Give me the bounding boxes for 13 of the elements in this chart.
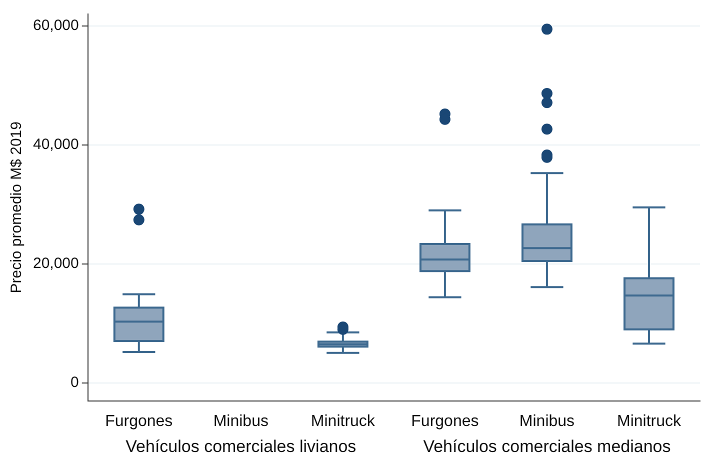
text: Vehículos comerciales medianos [423,436,671,456]
text: Vehículos comerciales livianos [126,436,356,456]
y-tick-label: 60,000 [32,17,79,34]
x-tick-label: Furgones [105,412,173,430]
x-tick-label: Minitruck [310,412,376,430]
y-tick-label: 40,000 [32,136,79,154]
x-tick-label: Minitruck [616,412,682,430]
y-tick-label: 0 [70,374,79,392]
x-tick-label: Furgones [411,412,479,430]
x-tick-label: Minibus [519,412,575,430]
y-tick-label: 20,000 [32,255,79,272]
y-axis-title: Precio promedio M$ 2019 [8,122,26,294]
x-tick-label: Minibus [213,412,268,430]
